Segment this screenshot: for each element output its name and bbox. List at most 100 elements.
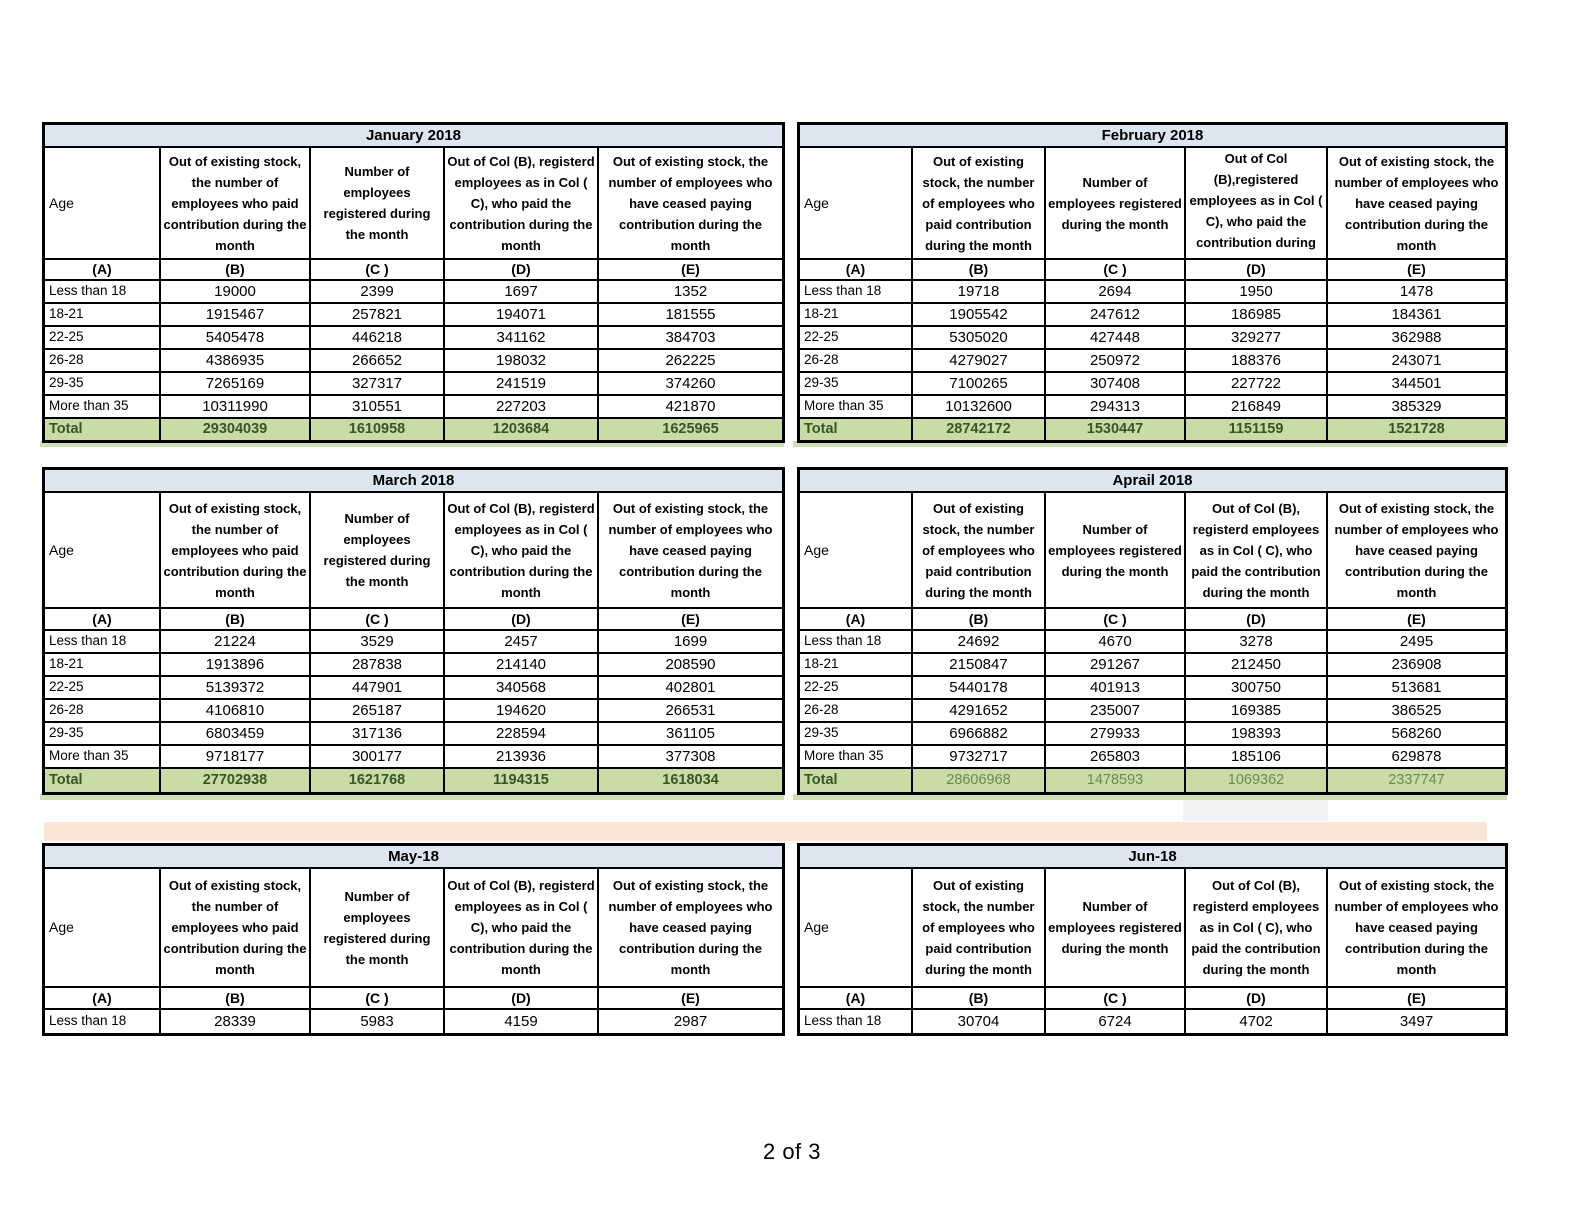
age-cell: 26-28 bbox=[800, 350, 913, 373]
value-cell: 7100265 bbox=[913, 373, 1046, 396]
value-cell: 262225 bbox=[599, 350, 782, 373]
column-letter: (D) bbox=[1186, 609, 1328, 631]
value-cell: 291267 bbox=[1046, 654, 1186, 677]
value-cell: 4670 bbox=[1046, 631, 1186, 654]
column-letter: (B) bbox=[913, 988, 1046, 1010]
value-cell: 1478 bbox=[1328, 281, 1505, 304]
column-letter: (A) bbox=[45, 988, 161, 1010]
value-cell: 266652 bbox=[311, 350, 445, 373]
table-june-2018: Jun-18 Age Out of existing stock, the numb… bbox=[797, 843, 1508, 1036]
value-cell: 361105 bbox=[599, 723, 782, 746]
total-value: 2337747 bbox=[1328, 769, 1505, 792]
age-cell: 29-35 bbox=[800, 373, 913, 396]
value-cell: 9718177 bbox=[161, 746, 311, 769]
age-cell: 18-21 bbox=[45, 304, 161, 327]
month-title: Jun-18 bbox=[800, 846, 1505, 869]
value-cell: 402801 bbox=[599, 677, 782, 700]
total-value: 1610958 bbox=[311, 419, 445, 440]
value-cell: 4279027 bbox=[913, 350, 1046, 373]
value-cell: 2694 bbox=[1046, 281, 1186, 304]
age-cell: More than 35 bbox=[800, 746, 913, 769]
column-letter: (C ) bbox=[1046, 988, 1186, 1010]
table-april-2018: Aprail 2018 Age Out of existing stock, the… bbox=[797, 467, 1508, 795]
age-cell: More than 35 bbox=[45, 396, 161, 419]
month-title: Aprail 2018 bbox=[800, 470, 1505, 493]
column-letter: (A) bbox=[800, 609, 913, 631]
value-cell: 362988 bbox=[1328, 327, 1505, 350]
column-header: Out of existing stock, the number of emp… bbox=[913, 493, 1046, 609]
value-cell: 1915467 bbox=[161, 304, 311, 327]
column-header: Out of Col (B),registered employees as i… bbox=[1186, 148, 1328, 260]
column-header: Out of existing stock, the number of emp… bbox=[161, 869, 311, 988]
column-letter: (B) bbox=[161, 988, 311, 1010]
column-letter: (A) bbox=[45, 609, 161, 631]
column-letter: (E) bbox=[599, 260, 782, 281]
age-cell: 29-35 bbox=[45, 373, 161, 396]
total-label: Total bbox=[800, 419, 913, 440]
value-cell: 212450 bbox=[1186, 654, 1328, 677]
age-column-header: Age bbox=[45, 148, 161, 260]
value-cell: 344501 bbox=[1328, 373, 1505, 396]
value-cell: 214140 bbox=[445, 654, 599, 677]
age-column-header: Age bbox=[45, 493, 161, 609]
value-cell: 427448 bbox=[1046, 327, 1186, 350]
total-value: 1530447 bbox=[1046, 419, 1186, 440]
value-cell: 181555 bbox=[599, 304, 782, 327]
age-cell: 22-25 bbox=[45, 677, 161, 700]
column-header: Out of existing stock, the number of emp… bbox=[599, 148, 782, 260]
value-cell: 208590 bbox=[599, 654, 782, 677]
table-may-2018: May-18 Age Out of existing stock, the numb… bbox=[42, 843, 785, 1036]
column-letter: (B) bbox=[161, 609, 311, 631]
month-title: May-18 bbox=[45, 846, 782, 869]
total-label: Total bbox=[45, 419, 161, 440]
column-header: Out of Col (B), registerd employees as i… bbox=[445, 148, 599, 260]
total-value: 1203684 bbox=[445, 419, 599, 440]
age-column-header: Age bbox=[800, 148, 913, 260]
column-letter: (C ) bbox=[311, 260, 445, 281]
value-cell: 236908 bbox=[1328, 654, 1505, 677]
value-cell: 4386935 bbox=[161, 350, 311, 373]
column-letter: (E) bbox=[1328, 988, 1505, 1010]
value-cell: 279933 bbox=[1046, 723, 1186, 746]
value-cell: 329277 bbox=[1186, 327, 1328, 350]
value-cell: 317136 bbox=[311, 723, 445, 746]
value-cell: 5139372 bbox=[161, 677, 311, 700]
column-header: Out of existing stock, the number of emp… bbox=[161, 148, 311, 260]
value-cell: 4106810 bbox=[161, 700, 311, 723]
value-cell: 1950 bbox=[1186, 281, 1328, 304]
section-divider-band bbox=[44, 822, 1487, 841]
green-bleed-strip bbox=[40, 441, 784, 447]
value-cell: 186985 bbox=[1186, 304, 1328, 327]
age-cell: 22-25 bbox=[45, 327, 161, 350]
age-cell: 18-21 bbox=[45, 654, 161, 677]
column-header: Out of existing stock, the number of emp… bbox=[1328, 148, 1505, 260]
value-cell: 184361 bbox=[1328, 304, 1505, 327]
column-letter: (B) bbox=[913, 609, 1046, 631]
value-cell: 446218 bbox=[311, 327, 445, 350]
value-cell: 300177 bbox=[311, 746, 445, 769]
column-letter: (A) bbox=[800, 260, 913, 281]
value-cell: 227203 bbox=[445, 396, 599, 419]
total-value: 1618034 bbox=[599, 769, 782, 792]
value-cell: 10311990 bbox=[161, 396, 311, 419]
value-cell: 629878 bbox=[1328, 746, 1505, 769]
value-cell: 1697 bbox=[445, 281, 599, 304]
column-letter: (D) bbox=[1186, 988, 1328, 1010]
age-cell: 29-35 bbox=[800, 723, 913, 746]
value-cell: 228594 bbox=[445, 723, 599, 746]
value-cell: 10132600 bbox=[913, 396, 1046, 419]
value-cell: 4291652 bbox=[913, 700, 1046, 723]
value-cell: 2399 bbox=[311, 281, 445, 304]
age-cell: More than 35 bbox=[800, 396, 913, 419]
age-cell: 29-35 bbox=[45, 723, 161, 746]
total-value: 28606968 bbox=[913, 769, 1046, 792]
column-letter: (C ) bbox=[311, 988, 445, 1010]
month-title: February 2018 bbox=[800, 125, 1505, 148]
value-cell: 216849 bbox=[1186, 396, 1328, 419]
green-bleed-strip bbox=[793, 441, 1507, 447]
value-cell: 21224 bbox=[161, 631, 311, 654]
age-column-header: Age bbox=[800, 493, 913, 609]
value-cell: 447901 bbox=[311, 677, 445, 700]
value-cell: 341162 bbox=[445, 327, 599, 350]
value-cell: 265187 bbox=[311, 700, 445, 723]
